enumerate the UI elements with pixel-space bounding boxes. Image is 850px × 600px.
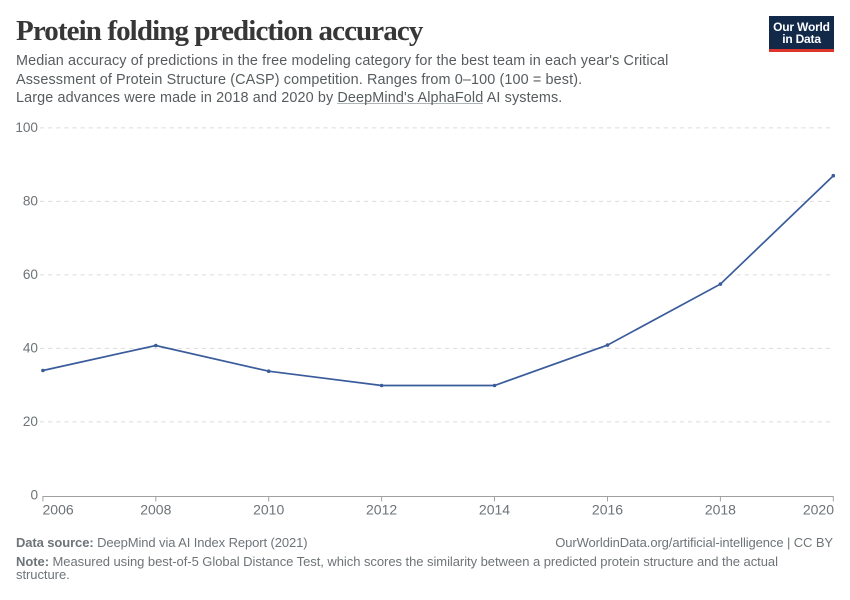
svg-text:2006: 2006 — [43, 502, 74, 518]
svg-text:20: 20 — [23, 414, 39, 429]
svg-text:2016: 2016 — [592, 502, 623, 518]
svg-text:40: 40 — [23, 341, 39, 356]
svg-text:2020: 2020 — [803, 502, 834, 518]
svg-text:0: 0 — [30, 488, 38, 503]
svg-text:2008: 2008 — [140, 502, 171, 518]
svg-text:2014: 2014 — [479, 502, 510, 518]
svg-text:80: 80 — [23, 194, 39, 209]
svg-text:60: 60 — [23, 267, 39, 282]
svg-text:2010: 2010 — [253, 502, 284, 518]
svg-text:2012: 2012 — [366, 502, 397, 518]
svg-text:2018: 2018 — [705, 502, 736, 518]
svg-text:100: 100 — [15, 120, 38, 135]
